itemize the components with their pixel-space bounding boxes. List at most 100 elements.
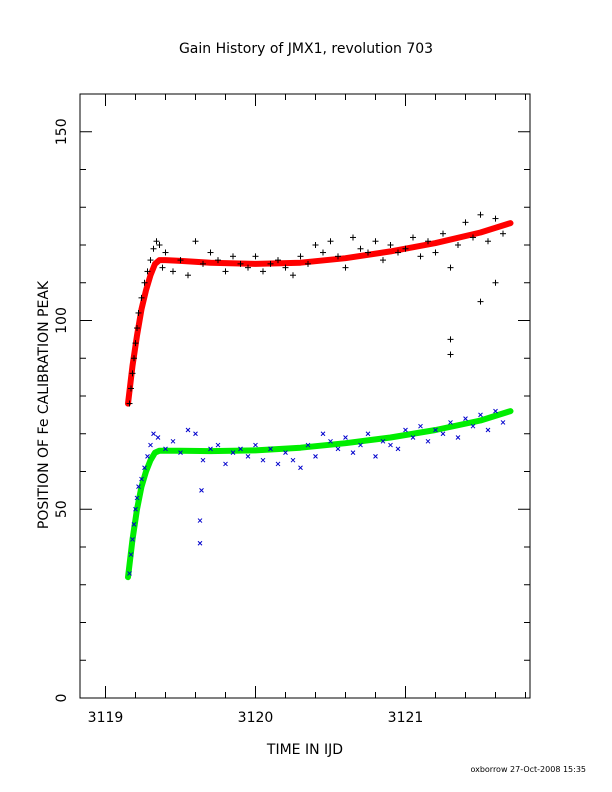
plus-point <box>135 309 142 316</box>
y-tick-label: 150 <box>54 118 70 145</box>
plus-point <box>462 219 469 226</box>
cross-point <box>163 446 168 452</box>
cross-point <box>155 435 161 440</box>
cross-point <box>133 506 138 512</box>
cross-point <box>455 435 461 440</box>
cross-point <box>131 521 137 527</box>
plus-point <box>410 234 416 241</box>
cross-point <box>290 457 296 463</box>
plus-point <box>440 230 446 237</box>
fit-curves <box>125 220 514 581</box>
plus-point <box>159 264 166 271</box>
x-tick-label: 3120 <box>238 710 274 726</box>
plus-point <box>215 257 221 264</box>
plus-point <box>492 215 499 222</box>
chart-title: Gain History of JMX1, revolution 703 <box>179 41 433 57</box>
plus-point <box>455 242 461 248</box>
plus-point <box>395 249 401 256</box>
cross-point <box>193 431 198 437</box>
cross-point <box>253 442 258 448</box>
data-points <box>126 211 506 576</box>
plus-point <box>417 253 424 260</box>
y-axis-label: POSITION OF Fe CALIBRATION PEAK <box>36 280 52 529</box>
plus-point <box>477 211 484 218</box>
axis-tick-labels: 3119 3120 3121 0 50 100 150 <box>54 118 423 726</box>
plus-point <box>312 242 319 248</box>
cross-point <box>268 446 273 452</box>
cross-point <box>148 442 153 448</box>
cross-point <box>440 431 446 437</box>
cross-point <box>388 442 393 448</box>
plus-point <box>372 238 379 245</box>
plus-point <box>447 264 454 271</box>
cross-point <box>128 552 134 557</box>
cross-point <box>328 438 333 444</box>
plus-point <box>282 264 289 271</box>
plus-point <box>230 253 236 260</box>
plus-point <box>492 279 499 286</box>
footer-credit: oxborrow 27-Oct-2008 15:35 <box>470 765 586 774</box>
x-tick-label: 3121 <box>388 710 424 726</box>
y-tick-label: 0 <box>54 694 70 703</box>
plus-point <box>162 249 169 256</box>
cross-point <box>298 465 303 471</box>
plus-point <box>192 238 199 245</box>
cross-point <box>320 431 326 437</box>
cross-point <box>313 454 318 459</box>
cross-point <box>215 442 221 448</box>
plus-point <box>132 340 139 347</box>
plus-point <box>305 260 311 267</box>
cross-point <box>130 537 135 542</box>
plus-point <box>425 238 431 245</box>
plus-point <box>153 238 160 245</box>
plus-point <box>245 264 251 271</box>
cross-point <box>380 438 386 444</box>
plus-point <box>357 245 364 252</box>
cross-point <box>343 435 348 440</box>
cross-point <box>395 446 401 452</box>
cross-point <box>145 454 150 459</box>
plus-point <box>365 249 371 256</box>
plus-point <box>200 260 206 267</box>
plus-point <box>147 257 154 264</box>
cross-point <box>170 438 176 444</box>
cross-point <box>245 454 251 459</box>
plus-point <box>500 230 506 237</box>
cross-point <box>275 461 281 467</box>
cross-point <box>142 465 147 471</box>
plus-point <box>275 257 281 264</box>
cross-point <box>500 420 506 425</box>
cross-point <box>238 446 243 452</box>
cross-point <box>199 488 204 493</box>
cross-point <box>197 540 203 546</box>
cross-point <box>470 423 476 429</box>
cross-point <box>151 431 156 437</box>
cross-point <box>136 484 141 489</box>
axis-ticks <box>80 93 530 699</box>
cross-point <box>139 476 144 482</box>
cross-point <box>223 461 228 467</box>
cross-point <box>127 571 132 576</box>
plus-point <box>126 400 133 407</box>
plus-point <box>350 234 356 241</box>
plus-point <box>432 249 439 256</box>
plus-point <box>128 385 134 392</box>
plus-point <box>134 325 140 332</box>
cross-point <box>197 518 203 523</box>
plus-point <box>485 238 491 245</box>
plus-point <box>297 253 304 260</box>
cross-point <box>358 442 363 448</box>
plus-point <box>131 355 137 362</box>
cross-point <box>208 446 213 452</box>
plus-point <box>177 257 184 264</box>
cross-point <box>365 431 371 437</box>
plus-point <box>470 234 476 241</box>
cross-point <box>260 457 266 463</box>
plus-point <box>207 249 214 256</box>
cross-point <box>448 420 453 425</box>
plus-point <box>141 279 148 286</box>
cross-point <box>373 454 378 459</box>
y-tick-label: 50 <box>54 500 70 518</box>
plus-point <box>138 294 145 301</box>
